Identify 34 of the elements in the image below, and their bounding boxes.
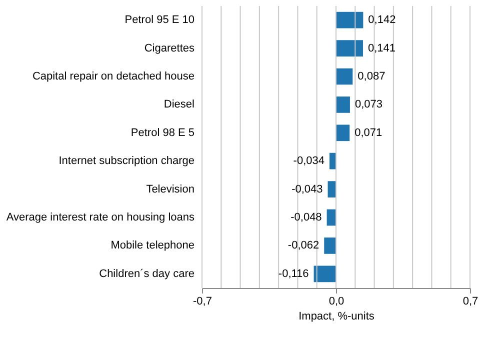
data-label: 0,087 [358,70,386,82]
x-tick-label: -0,7 [193,296,212,308]
y-tick-label: Internet subscription charge [58,155,194,168]
bar [326,209,336,226]
data-label: -0,062 [288,240,320,252]
x-tick-label: 0,7 [462,296,478,308]
y-tick-label: Diesel [164,98,194,111]
data-label: 0,142 [368,14,396,26]
y-tick-label: Children´s day care [99,268,194,280]
y-tick-label: Television [146,183,194,196]
bar [314,266,336,282]
bar [336,12,364,28]
bar [329,152,336,170]
data-label: -0,048 [290,212,322,224]
x-axis-title: Impact, %-units [298,310,375,322]
bar [324,238,336,254]
bar [336,124,350,142]
data-label: 0,141 [368,42,396,54]
data-label: -0,034 [293,155,324,168]
y-tick-label: Petrol 98 E 5 [130,126,194,139]
bar [336,68,353,85]
y-tick-label: Mobile telephone [110,240,194,252]
data-label: -0,043 [292,183,323,196]
y-tick-label: Capital repair on detached house [32,70,194,82]
data-label: 0,071 [354,126,382,139]
y-tick-label: Average interest rate on housing loans [6,212,195,224]
data-label: 0,073 [354,98,383,111]
data-label: -0,116 [278,268,309,280]
y-tick-label: Cigarettes [144,42,195,54]
y-tick-label: Petrol 95 E 10 [124,14,194,26]
bar [328,181,336,198]
bar [336,40,363,56]
x-tick-label: 0,0 [328,296,344,308]
bar [336,96,350,113]
